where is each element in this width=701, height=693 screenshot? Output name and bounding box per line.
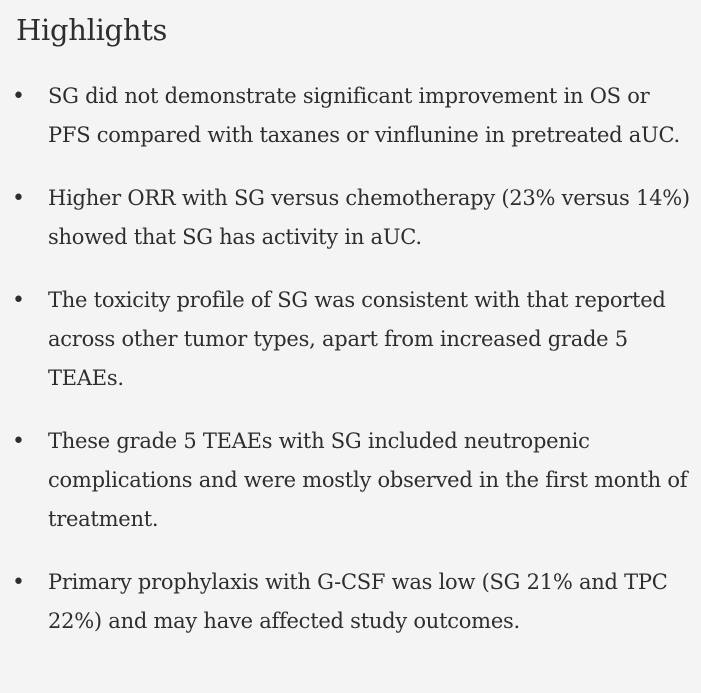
bullet-icon: • <box>12 429 25 454</box>
bullet-icon: • <box>12 570 25 595</box>
highlights-title: Highlights <box>16 13 168 47</box>
highlight-text: Primary prophylaxis with G-CSF was low (… <box>48 570 668 633</box>
list-item: • These grade 5 TEAEs with SG included n… <box>0 422 701 539</box>
bullet-icon: • <box>12 186 25 211</box>
highlight-text: The toxicity profile of SG was consisten… <box>48 288 666 390</box>
bullet-icon: • <box>12 84 25 109</box>
highlight-text: Higher ORR with SG versus chemotherapy (… <box>48 186 690 249</box>
highlight-text: These grade 5 TEAEs with SG included neu… <box>48 429 688 531</box>
bullet-icon: • <box>12 288 25 313</box>
list-item: • Higher ORR with SG versus chemotherapy… <box>0 179 701 257</box>
highlight-text: SG did not demonstrate significant impro… <box>48 84 680 147</box>
list-item: • SG did not demonstrate significant imp… <box>0 77 701 155</box>
list-item: • The toxicity profile of SG was consist… <box>0 281 701 398</box>
highlights-list: • SG did not demonstrate significant imp… <box>0 77 701 665</box>
list-item: • Primary prophylaxis with G-CSF was low… <box>0 563 701 641</box>
